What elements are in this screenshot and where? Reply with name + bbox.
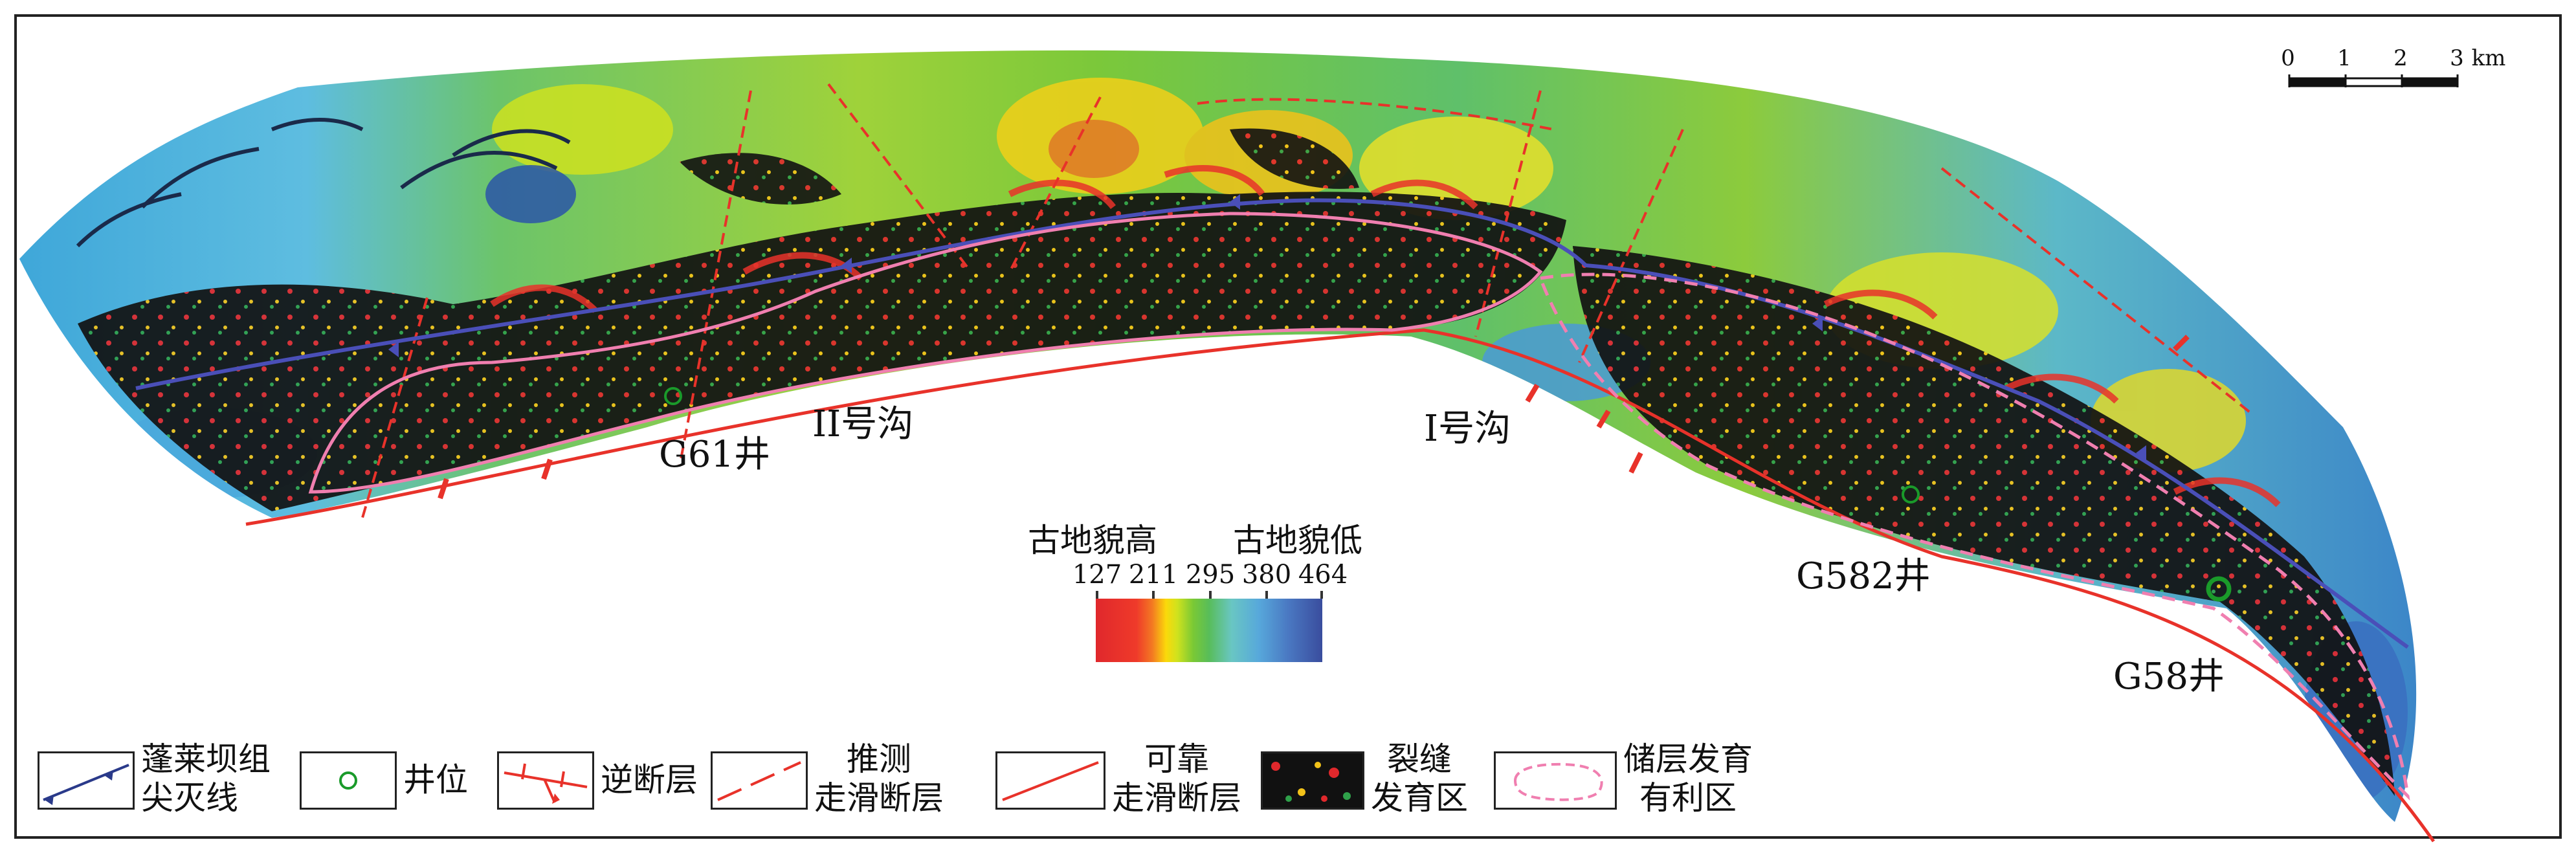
- scale-tick-0: 0: [2281, 45, 2295, 71]
- reliable-fault-icon: [1002, 761, 1099, 801]
- color-bar: 古地貌高 古地貌低 127 211 295 380 464: [1010, 515, 1372, 670]
- legend-label-reliable-fault: 可靠 走滑断层: [1112, 740, 1241, 817]
- inferred-fault-icon: [717, 761, 801, 801]
- colorbar-mark-2: [1209, 591, 1212, 599]
- legend-label-reservoir-zone: 储层发育 有利区: [1623, 740, 1753, 817]
- fracture-lineaments: [76, 118, 571, 248]
- legend-symbol-reservoir-zone: [1494, 751, 1617, 810]
- scale-tick-3: 3: [2450, 45, 2464, 71]
- colorbar-title-low: 古地貌低: [1233, 522, 1362, 559]
- legend-symbol-well: [300, 751, 397, 810]
- scale-unit: km: [2471, 45, 2506, 71]
- colorbar-title-high: 古地貌高: [1028, 522, 1157, 559]
- colorbar-mark-4: [1320, 591, 1323, 599]
- legend-label-pinchout: 蓬莱坝组 尖灭线: [141, 740, 271, 817]
- legend-symbol-reliable-fault: [995, 751, 1105, 810]
- terrain-band: [19, 50, 2417, 822]
- pinchout-line: [135, 198, 2409, 649]
- well-label-g582: G582井: [1796, 555, 1931, 597]
- pinchout-triangles: [388, 194, 2146, 461]
- reservoir-zone-icon: [1513, 762, 1603, 801]
- well-g582-marker: [1902, 485, 1920, 504]
- legend-symbol-inferred-fault: [711, 751, 808, 810]
- well-g61-marker: [664, 387, 682, 405]
- reverse-fault-icon: [504, 763, 588, 804]
- colorbar-gradient: [1096, 599, 1322, 662]
- legend-label-reverse-fault: 逆断层: [601, 761, 698, 799]
- fracture-zones: [78, 128, 2395, 796]
- legend-symbol-reverse-fault: [497, 751, 594, 810]
- legend-label-well: 井位: [403, 761, 468, 799]
- colorbar-tick-295: 295: [1185, 560, 1236, 590]
- pinchout-line-icon: [43, 764, 129, 805]
- colorbar-tick-380: 380: [1241, 560, 1292, 590]
- colorbar-mark-3: [1265, 591, 1268, 599]
- colorbar-mark-0: [1096, 591, 1098, 599]
- reservoir-zone-boundaries: [308, 212, 2410, 801]
- scale-bar-graphic: [2288, 74, 2459, 87]
- reverse-fault-ticks: [438, 335, 2190, 500]
- scale-tick-2: 2: [2393, 45, 2408, 71]
- well-label-g58: G58井: [2113, 656, 2225, 698]
- colorbar-mark-1: [1152, 591, 1155, 599]
- fracture-zone-icon: [1263, 753, 1362, 808]
- well-label-g61: G61井: [659, 434, 770, 476]
- legend-label-inferred-fault: 推测 走滑断层: [814, 740, 944, 817]
- scale-tick-1: 1: [2337, 45, 2351, 71]
- scale-bar: 0 1 2 3 km: [2281, 45, 2505, 91]
- legend: 蓬莱坝组 尖灭线 井位 逆断层 推测 走滑断层 可靠 走滑断层: [38, 735, 1979, 832]
- well-g58-marker: [2206, 576, 2232, 602]
- gully-label-ii: II号沟: [812, 403, 914, 445]
- colorbar-tick-464: 464: [1298, 560, 1348, 590]
- well-icon: [339, 771, 357, 790]
- legend-symbol-fracture-zone: [1261, 751, 1364, 810]
- figure-frame: [14, 14, 2562, 839]
- colorbar-tick-211: 211: [1128, 560, 1179, 590]
- legend-symbol-pinchout: [38, 751, 135, 810]
- colorbar-tick-127: 127: [1072, 560, 1122, 590]
- strike-slip-faults: [245, 83, 2436, 843]
- legend-label-fracture-zone: 裂缝 发育区: [1371, 740, 1468, 817]
- gully-label-i: I号沟: [1424, 408, 1511, 450]
